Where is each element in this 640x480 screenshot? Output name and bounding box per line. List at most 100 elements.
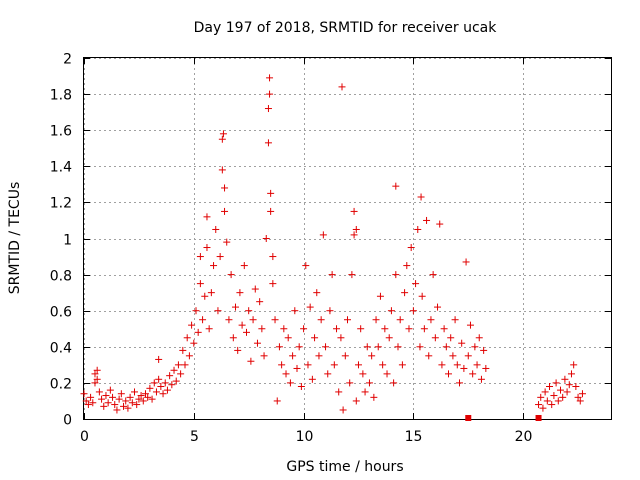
data-points: [80, 74, 586, 421]
data-point: [374, 343, 382, 351]
data-point: [392, 182, 400, 190]
data-point: [135, 395, 143, 403]
y-tick-label: 0.8: [50, 269, 72, 285]
data-point: [266, 74, 274, 82]
data-point: [100, 402, 108, 410]
data-point: [337, 334, 345, 342]
data-point: [238, 321, 246, 329]
data-point: [148, 395, 156, 403]
data-point: [275, 343, 283, 351]
data-point: [264, 139, 272, 147]
data-point: [559, 393, 567, 401]
data-point: [330, 361, 338, 369]
data-point: [357, 325, 365, 333]
data-point: [109, 393, 117, 401]
data-point: [172, 377, 180, 385]
data-point: [539, 404, 547, 412]
data-point: [403, 262, 411, 270]
data-point: [82, 397, 90, 405]
data-point: [465, 415, 472, 421]
data-point: [188, 321, 196, 329]
data-point: [146, 384, 154, 392]
y-tick-label: 0.2: [50, 377, 72, 393]
data-point: [177, 370, 185, 378]
data-point: [387, 307, 395, 315]
data-point: [401, 289, 409, 297]
data-point: [218, 135, 226, 143]
data-point: [561, 375, 569, 383]
data-point: [278, 361, 286, 369]
data-point: [260, 352, 268, 360]
data-point: [409, 307, 417, 315]
data-point: [210, 262, 218, 270]
data-point: [221, 207, 229, 215]
data-point: [266, 90, 274, 98]
data-point: [416, 343, 424, 351]
data-point: [398, 361, 406, 369]
y-tick-label: 1: [63, 233, 72, 249]
data-point: [219, 130, 227, 138]
data-point: [194, 328, 202, 336]
data-point: [567, 370, 575, 378]
data-point: [93, 366, 101, 374]
data-point: [556, 386, 564, 394]
data-point: [280, 325, 288, 333]
data-point: [212, 225, 220, 233]
data-point: [417, 193, 425, 201]
data-point: [273, 397, 281, 405]
data-point: [425, 352, 433, 360]
data-point: [144, 393, 152, 401]
data-point: [196, 280, 204, 288]
data-point: [412, 280, 420, 288]
data-point: [286, 379, 294, 387]
data-point: [115, 395, 123, 403]
data-point: [405, 325, 413, 333]
data-point: [137, 392, 145, 400]
data-point: [482, 364, 490, 372]
data-point: [328, 271, 336, 279]
data-point: [98, 395, 106, 403]
axis-ticks: 00.20.40.60.811.21.41.61.820 5 10 15 20: [50, 52, 611, 445]
data-point: [84, 401, 92, 409]
data-point: [131, 388, 139, 396]
data-point: [168, 381, 176, 389]
data-point: [267, 189, 275, 197]
data-point: [221, 184, 229, 192]
data-point: [414, 225, 422, 233]
data-point: [354, 361, 362, 369]
data-point: [117, 390, 125, 398]
data-point: [141, 390, 149, 398]
data-point: [326, 307, 334, 315]
data-point: [368, 352, 376, 360]
data-point: [572, 383, 580, 391]
data-point: [256, 298, 264, 306]
data-point: [87, 393, 95, 401]
data-point: [240, 262, 248, 270]
data-point: [464, 352, 472, 360]
data-point: [383, 370, 391, 378]
data-point: [379, 361, 387, 369]
data-point: [365, 379, 373, 387]
data-point: [91, 379, 99, 387]
data-point: [480, 346, 488, 354]
data-point: [341, 352, 349, 360]
data-point: [203, 244, 211, 252]
x-axis-label: GPS time / hours: [286, 459, 403, 475]
data-point: [451, 316, 459, 324]
data-point: [458, 339, 466, 347]
data-point: [434, 303, 442, 311]
data-point: [543, 397, 551, 405]
data-point: [199, 316, 207, 324]
data-point: [192, 307, 200, 315]
data-point: [223, 238, 231, 246]
data-point: [95, 388, 103, 396]
data-point: [442, 343, 450, 351]
data-point: [462, 258, 470, 266]
data-point: [445, 370, 453, 378]
data-point: [120, 402, 128, 410]
data-point: [335, 388, 343, 396]
data-point: [546, 383, 554, 391]
data-point: [190, 339, 198, 347]
x-tick-label: 0: [80, 429, 89, 445]
